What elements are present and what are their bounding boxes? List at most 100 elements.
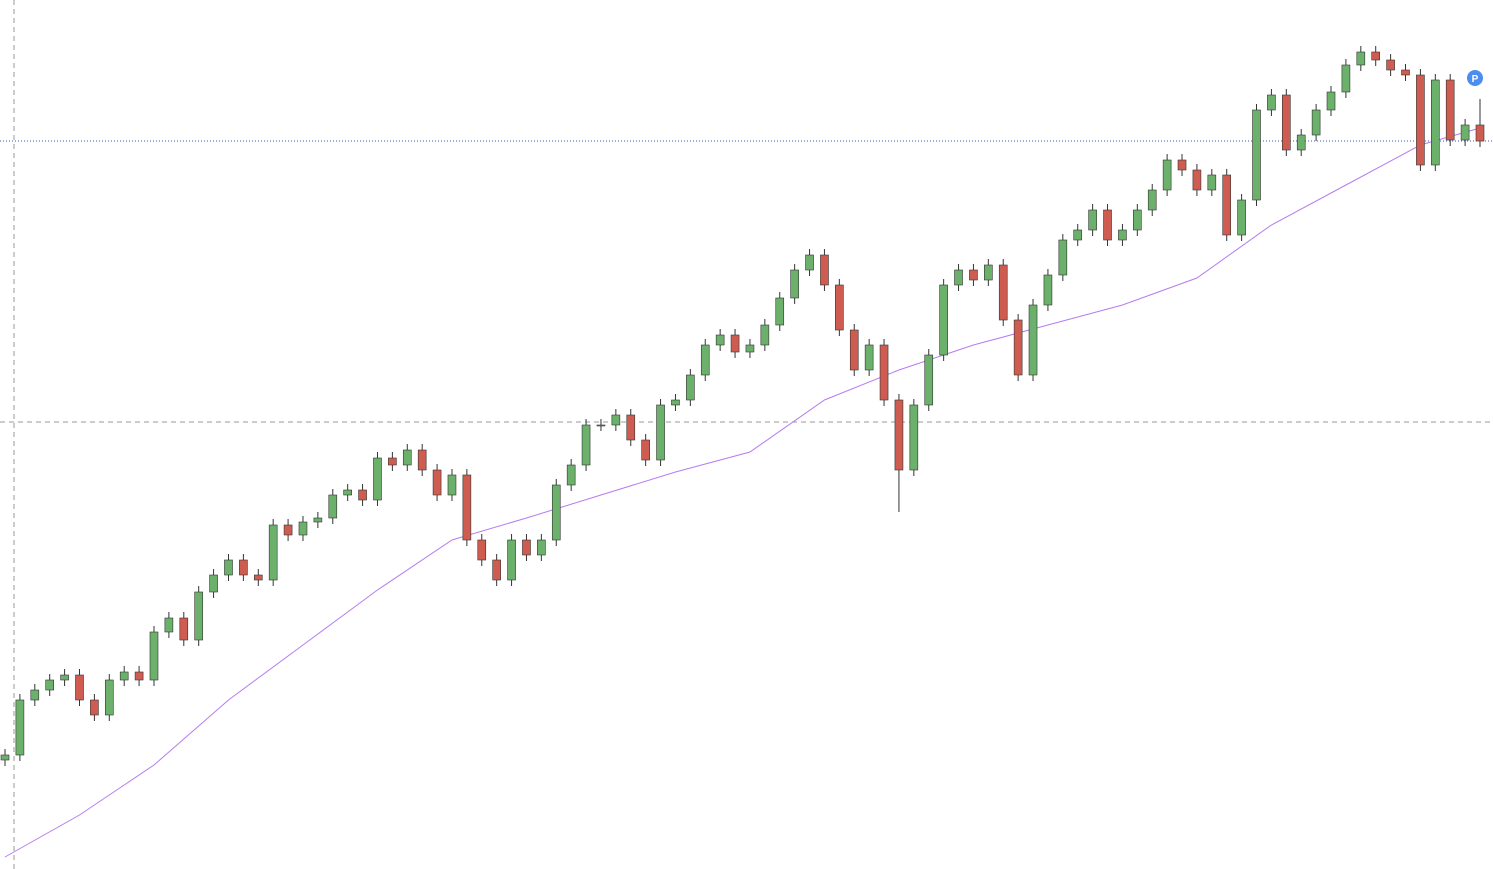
candle-body [551,484,561,541]
candle-body [477,539,487,561]
candle-body [60,674,69,681]
candle-body [849,329,859,371]
candle-body [596,424,606,427]
candle-body [149,631,159,681]
candle-body [253,574,263,581]
candle-body [775,297,785,326]
candle-body [1267,94,1276,111]
candle-body [730,334,740,353]
candle-body [462,474,472,541]
candle-body [1058,239,1068,276]
candle-body [1118,229,1127,241]
candle-body [835,284,844,331]
candle-body [745,344,755,353]
candle-body [1282,94,1291,151]
candle-body [358,489,367,501]
candle-body [313,517,323,523]
candle-body [894,399,904,471]
candle-body [879,344,889,401]
candle-body [417,449,427,471]
candle-body [1013,319,1023,376]
candle-body [611,414,621,426]
candle-body [581,424,591,466]
candle-body [90,699,99,716]
candle-body [1416,74,1425,166]
candle-body [283,524,293,536]
candle-body [1356,51,1366,66]
candle-body [656,404,665,461]
candle-body [969,269,978,281]
candle-body [1386,59,1395,71]
candle-body [1043,274,1053,306]
candle-body [566,464,576,486]
candle-body [820,254,829,286]
candle-body [328,494,338,519]
candle-body [447,474,457,496]
candle-body [864,344,874,371]
moving-average [4,127,1481,858]
candle-body [998,264,1008,321]
candle-body [343,489,352,496]
candle-body [984,264,993,281]
candle-body [164,617,174,633]
marker-label: P [1472,74,1479,85]
candle-body [1401,69,1410,76]
candle-body [268,524,278,581]
candle-body [715,334,725,346]
candle-body [1133,209,1142,231]
candle-body [402,449,412,466]
candle-body [954,269,963,286]
candle-body [686,374,695,401]
candle-body [194,591,203,641]
candle-body [1207,174,1217,191]
candle-body [1162,159,1172,191]
candle-body [75,674,84,701]
candle-body [641,439,650,461]
candle-body [209,574,218,593]
candle-body [30,689,40,701]
candle-body [45,679,54,691]
candle-body [298,521,308,536]
candle-body [224,559,233,576]
candle-body [700,344,710,376]
marker [1467,70,1483,86]
candle-body [1088,209,1097,231]
candle-body [1073,229,1083,241]
candle-body [373,457,382,501]
candle-body [1311,109,1321,136]
candle-body [1431,79,1440,166]
candle-body [1222,174,1232,236]
candle-body [522,539,531,556]
candle-body [15,699,25,756]
candle-body [388,457,397,466]
candle-body [1326,91,1336,111]
candle-body [537,539,546,556]
candle-body [1192,169,1202,191]
candle-body [507,539,516,581]
candle-body [1103,209,1112,241]
candle-body [492,559,501,581]
candle-body [432,469,442,496]
candle-body [1237,199,1246,236]
candle-body [626,414,636,441]
candle-body [1460,124,1470,141]
candle-body [1341,64,1351,93]
candle-body [104,679,114,716]
candle-body [1445,79,1455,141]
candle-body [1475,124,1485,142]
candle-body [924,354,934,406]
candle-body [805,254,814,271]
candle-body [1296,134,1306,151]
candle-body [1371,51,1381,61]
candle-body [1147,189,1157,211]
candle-body [790,269,799,299]
candle-body [939,284,948,356]
candle-body [909,404,919,471]
candle-body [0,754,10,761]
candle-body [671,399,680,406]
candle-body [1252,109,1261,201]
candle-body [119,671,129,681]
candle-body [1177,159,1187,171]
candle-body [134,671,144,681]
